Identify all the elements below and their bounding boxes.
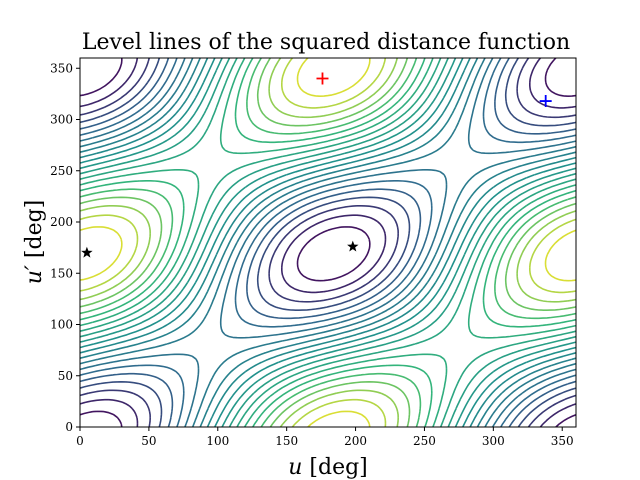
x-axis-ticks: 0 50 100 150 200 250 300 350 — [76, 427, 574, 448]
contour-level-6 — [80, 58, 576, 427]
x-tick-label: 350 — [551, 434, 574, 448]
contour-lines — [80, 58, 576, 427]
max-marker — [316, 72, 329, 85]
x-tick-label: 250 — [413, 434, 436, 448]
contour-level-18 — [80, 58, 576, 427]
x-axis-label-var: u — [288, 455, 302, 480]
contour-level-16 — [80, 58, 576, 427]
y-tick-label: 300 — [50, 113, 73, 127]
x-tick-label: 200 — [344, 434, 367, 448]
y-axis-ticks: 0 50 100 150 200 250 300 350 — [50, 61, 80, 434]
y-tick-label: 0 — [65, 420, 73, 434]
saddle-marker-2 — [347, 240, 359, 252]
contour-level-10 — [80, 58, 576, 427]
chart-title: Level lines of the squared distance func… — [82, 30, 570, 55]
contour-level-1 — [80, 58, 576, 427]
y-axis-label-unit: [deg] — [22, 200, 47, 265]
y-tick-label: 100 — [50, 318, 73, 332]
contour-level-15 — [80, 58, 576, 427]
contour-level-20 — [80, 58, 576, 427]
y-axis-label-var: u′ — [22, 265, 47, 284]
y-tick-label: 350 — [50, 61, 73, 75]
contour-level-21 — [80, 58, 576, 427]
contour-level-9 — [80, 58, 576, 427]
x-tick-label: 0 — [76, 434, 84, 448]
contour-level-8 — [80, 58, 576, 427]
contour-level-11 — [80, 58, 576, 427]
contour-level-2 — [80, 58, 576, 427]
contour-level-7 — [80, 58, 576, 427]
y-tick-label: 200 — [50, 215, 73, 229]
x-axis-label: u [deg] — [288, 455, 368, 480]
marker-layer — [81, 72, 552, 258]
min-marker — [539, 95, 552, 108]
y-tick-label: 250 — [50, 164, 73, 178]
plot-frame — [79, 57, 577, 428]
x-tick-label: 100 — [206, 434, 229, 448]
x-tick-label: 50 — [141, 434, 156, 448]
contour-level-19 — [80, 58, 576, 427]
y-axis-label: u′ [deg] — [22, 200, 47, 285]
x-axis-label-unit: [deg] — [302, 455, 367, 480]
x-tick-label: 300 — [482, 434, 505, 448]
contour-level-12 — [80, 58, 576, 427]
contour-level-4 — [80, 58, 576, 427]
y-tick-label: 50 — [58, 369, 73, 383]
contour-level-5 — [80, 58, 576, 427]
x-tick-label: 150 — [275, 434, 298, 448]
contour-level-3 — [80, 58, 576, 427]
contour-level-13 — [80, 58, 576, 427]
saddle-marker-1 — [81, 246, 93, 258]
y-tick-label: 150 — [50, 266, 73, 280]
